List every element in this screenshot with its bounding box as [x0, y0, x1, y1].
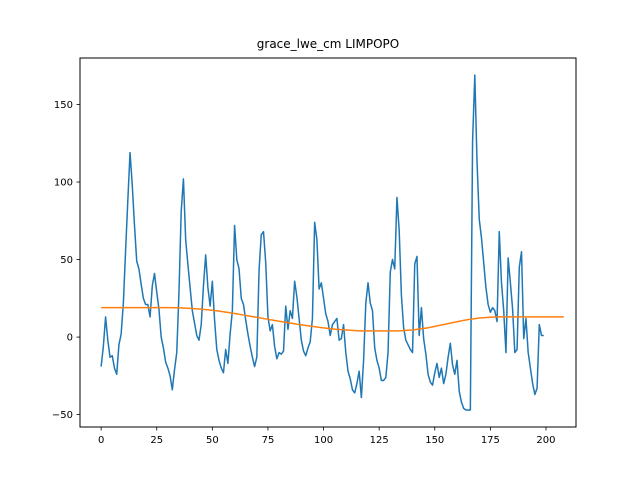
x-tick-label: 100 — [314, 435, 333, 446]
series-line-2 — [101, 306, 564, 332]
x-tick-label: 25 — [150, 435, 163, 446]
x-tick-label: 50 — [206, 435, 219, 446]
y-tick-label: 150 — [54, 100, 73, 111]
x-tick-label: 125 — [370, 435, 389, 446]
y-tick-label: −50 — [52, 410, 73, 421]
series-layer — [100, 74, 564, 411]
y-tick-label: 100 — [54, 178, 73, 189]
x-tick-label: 175 — [481, 435, 500, 446]
axes-frame — [79, 57, 577, 428]
y-tick-label: 50 — [60, 255, 73, 266]
y-tick-label: 0 — [67, 333, 73, 344]
chart-title: grace_lwe_cm LIMPOPO — [257, 37, 399, 51]
series-line-1 — [100, 74, 544, 411]
x-tick-label: 0 — [98, 435, 104, 446]
x-axis: 0 25 50 75 100 125 150 175 200 — [98, 427, 556, 446]
y-axis: −50 0 50 100 150 — [52, 100, 80, 421]
x-tick-label: 150 — [425, 435, 444, 446]
x-tick-label: 200 — [536, 435, 555, 446]
x-tick-label: 75 — [262, 435, 275, 446]
